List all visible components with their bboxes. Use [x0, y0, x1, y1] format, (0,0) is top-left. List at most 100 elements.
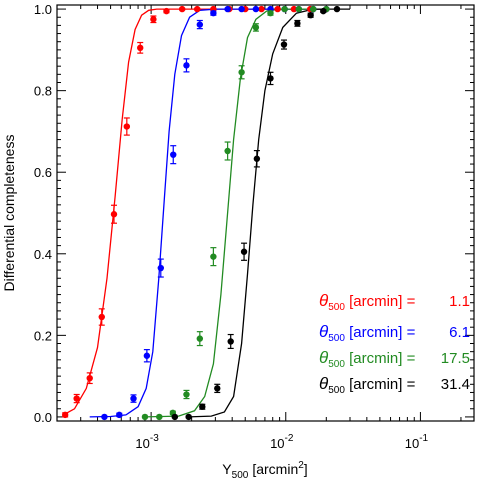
x-axis-title: Y500 [arcmin2]: [222, 460, 307, 481]
legend-symbol: θ: [319, 374, 329, 393]
data-point: [333, 5, 341, 13]
legend-value-4: 31.4: [441, 376, 470, 393]
data-point: [267, 9, 274, 17]
y-tick-label: 0.0: [34, 410, 52, 425]
legend-value-3: 17.5: [441, 350, 470, 367]
data-point: [307, 11, 314, 19]
data-point: [227, 338, 234, 345]
data-point: [110, 211, 118, 218]
data-point: [196, 21, 204, 28]
data-point: [156, 413, 163, 421]
series-curve-2: [89, 8, 327, 418]
data-point: [143, 352, 151, 359]
data-point: [224, 5, 231, 13]
data-point: [238, 5, 245, 13]
series-curve-4: [188, 8, 350, 418]
legend-subscript: 500: [328, 385, 345, 396]
legend-value-1: 1.1: [449, 293, 470, 310]
data-point: [281, 5, 288, 13]
x-axis-title-unit-close: ]: [304, 461, 308, 477]
x-tick-label-exponent: -3: [150, 433, 159, 444]
data-point: [267, 75, 274, 82]
x-tick-label-base: 10: [405, 436, 419, 451]
data-point: [290, 5, 298, 13]
x-tick-label-exponent: -2: [285, 433, 294, 444]
legend-subscript: 500: [328, 333, 345, 344]
x-tick-label: 10-2: [270, 433, 294, 451]
x-axis-title-unit: [arcmin: [252, 461, 298, 477]
data-point: [86, 374, 93, 382]
data-point: [141, 413, 149, 421]
data-point: [320, 7, 327, 15]
y-tick-label: 0.4: [34, 247, 52, 262]
legend-subscript: 500: [328, 302, 345, 313]
data-point: [210, 253, 217, 260]
data-points: [61, 5, 341, 421]
y-tick-label: 1.0: [34, 2, 52, 17]
data-point: [101, 413, 108, 421]
x-tick-label: 10-3: [135, 433, 159, 451]
legend-value-2: 6.1: [449, 324, 470, 341]
series-curve-3: [144, 8, 327, 418]
x-axis-title-sub: 500: [232, 470, 249, 481]
data-point: [258, 5, 265, 13]
data-point: [199, 403, 206, 410]
data-point: [214, 385, 221, 392]
series-curve-1: [62, 8, 327, 416]
data-point: [163, 7, 170, 15]
data-point: [157, 264, 164, 272]
data-point: [253, 155, 261, 162]
data-point: [170, 151, 177, 158]
data-point: [238, 69, 245, 76]
data-point: [295, 5, 303, 13]
data-point: [224, 147, 231, 155]
x-tick-label-base: 10: [135, 436, 149, 451]
legend-text: [arcmin] =: [345, 324, 416, 341]
data-point: [178, 5, 186, 13]
y-tick-label: 0.8: [34, 84, 52, 99]
x-axis-title-symbol: Y: [222, 461, 232, 477]
legend-text: [arcmin] =: [345, 293, 416, 310]
data-point: [185, 413, 192, 421]
data-point: [274, 5, 281, 13]
legend-text: [arcmin] =: [345, 350, 416, 367]
legend-label-1: θ500 [arcmin] =: [319, 291, 416, 313]
legend-text: [arcmin] =: [345, 376, 416, 393]
y-tick-label: 0.6: [34, 165, 52, 180]
data-point: [116, 411, 123, 419]
data-point: [98, 313, 105, 321]
data-point: [130, 395, 137, 402]
y-tick-label: 0.2: [34, 328, 52, 343]
data-point: [294, 20, 301, 27]
x-axis-title-unit-sup: 2: [298, 460, 304, 471]
data-point: [183, 62, 190, 69]
data-point: [210, 9, 217, 17]
x-tick-label: 10-1: [405, 433, 429, 451]
legend-label-2: θ500 [arcmin] =: [319, 322, 416, 344]
data-point: [196, 335, 204, 342]
data-point: [252, 24, 260, 31]
x-tick-label-base: 10: [270, 436, 284, 451]
y-axis-title: Differential completeness: [1, 135, 17, 292]
x-tick-label-exponent: -1: [419, 433, 428, 444]
data-point: [150, 16, 157, 23]
legend-subscript: 500: [328, 359, 345, 370]
data-point: [194, 5, 201, 13]
legend-symbol: θ: [319, 348, 329, 367]
data-point: [171, 413, 179, 421]
data-point: [252, 5, 260, 13]
legend-symbol: θ: [319, 322, 329, 341]
data-point: [123, 123, 131, 130]
data-point: [73, 395, 80, 402]
data-point: [280, 41, 288, 48]
legend-symbol: θ: [319, 291, 329, 310]
legend-label-3: θ500 [arcmin] =: [319, 348, 416, 370]
data-point: [310, 5, 317, 13]
data-point: [240, 248, 248, 255]
data-point: [61, 411, 69, 419]
data-point: [137, 44, 144, 52]
data-point: [183, 391, 190, 398]
model-curves: [62, 8, 350, 418]
